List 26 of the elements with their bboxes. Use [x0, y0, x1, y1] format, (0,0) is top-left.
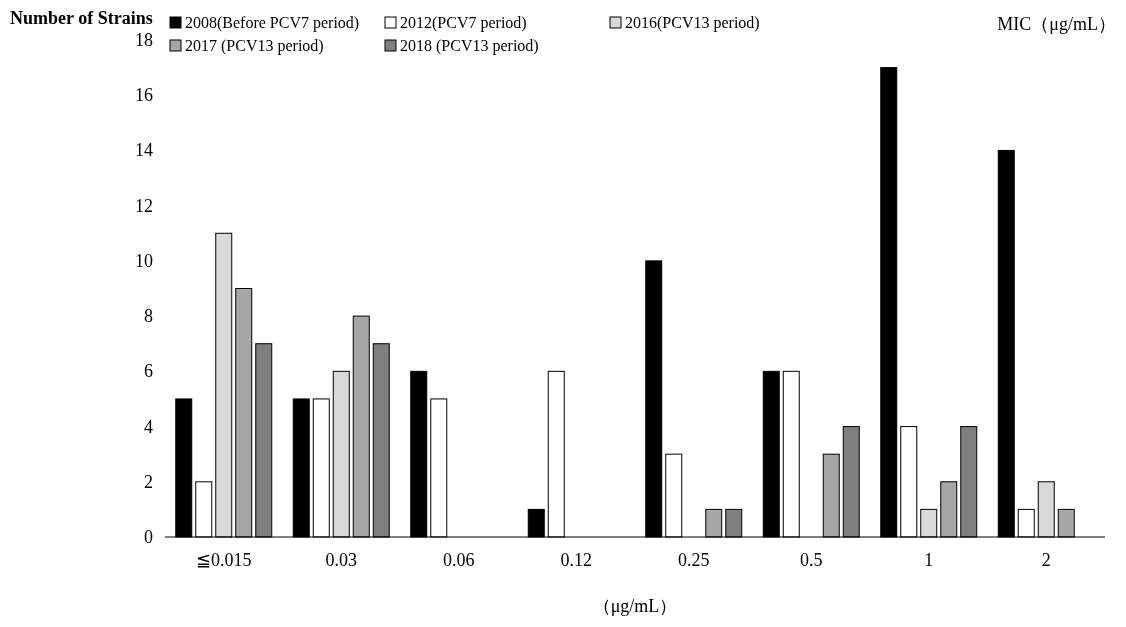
- x-tick-label: 0.12: [560, 550, 592, 570]
- legend-label: 2018 (PCV13 period): [400, 37, 539, 55]
- text: MIC（μg/mL）: [997, 14, 1116, 34]
- y-tick-label: 6: [144, 361, 153, 382]
- y-tick-label: 2: [144, 471, 153, 492]
- x-tick-label: ≦0.015: [196, 550, 252, 570]
- x-tick-label: 0.5: [800, 550, 823, 570]
- x-axis-title: （μg/mL）: [592, 596, 678, 616]
- legend-label: 2008(Before PCV7 period): [185, 14, 360, 32]
- y-tick-label: 16: [135, 85, 153, 106]
- y-tick-label: 8: [144, 306, 153, 327]
- x-tick-label: 0.03: [325, 550, 357, 570]
- legend-label: 2016(PCV13 period): [625, 14, 760, 32]
- y-tick-label: 0: [144, 527, 153, 547]
- y-tick-label: 14: [135, 140, 153, 161]
- y-tick-label: 10: [135, 250, 153, 271]
- y-axis-title: Number of Strains: [10, 8, 153, 28]
- y-tick-label: 12: [135, 195, 153, 216]
- x-tick-label: 0.06: [443, 550, 475, 570]
- legend-label: 2012(PCV7 period): [400, 14, 527, 32]
- y-tick-label: 4: [144, 416, 153, 437]
- x-tick-label: 1: [924, 550, 934, 570]
- x-tick-label: 0.25: [678, 550, 710, 570]
- y-tick-label: 18: [135, 30, 153, 50]
- legend-label: 2017 (PCV13 period): [185, 37, 324, 55]
- x-tick-label: 2: [1041, 550, 1051, 570]
